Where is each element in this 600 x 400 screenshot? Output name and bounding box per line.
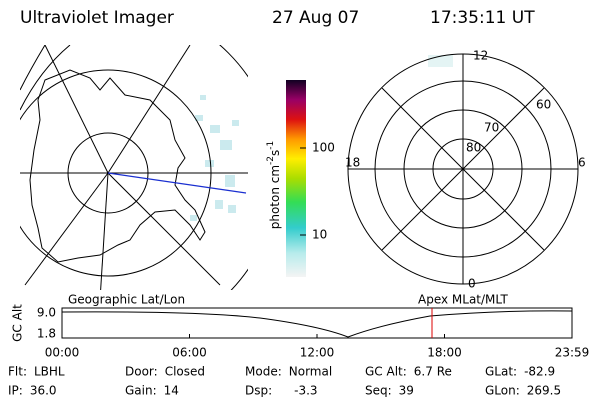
x-tick-label: 06:00 — [172, 346, 207, 360]
mlt-label: 12 — [473, 49, 488, 63]
x-tick-label: 12:00 — [300, 346, 335, 360]
mlt-label: 18 — [345, 156, 360, 170]
info-value: Normal — [289, 365, 332, 379]
polar-grid — [347, 53, 579, 285]
info-value: 36.0 — [30, 384, 57, 398]
y-tick: 1.8 — [37, 327, 56, 341]
info-label: GC Alt: — [365, 365, 407, 379]
time: 17:35:11 UT — [430, 8, 535, 28]
lat-label: 60 — [536, 98, 551, 112]
lat-label: 70 — [484, 121, 499, 135]
info-value: LBHL — [34, 365, 65, 379]
title: Ultraviolet Imager — [20, 8, 174, 28]
y-tick: 9.0 — [37, 306, 56, 320]
info-label: Gain: — [125, 384, 157, 398]
colorbar-tick: 100 — [312, 141, 335, 155]
x-tick-label: 00:00 — [45, 346, 80, 360]
info-label: Mode: — [245, 365, 282, 379]
info-value: 269.5 — [527, 384, 561, 398]
info-value: Closed — [165, 365, 205, 379]
x-tick-label: 18:00 — [427, 346, 462, 360]
altitude-curve — [61, 310, 573, 338]
info-value: 39 — [399, 384, 414, 398]
info-value: 6.7 Re — [414, 365, 452, 379]
mlt-label: 6 — [578, 156, 586, 170]
info-label: GLat: — [485, 365, 517, 379]
info-label: Dsp: — [245, 384, 272, 398]
info-label: GLon: — [485, 384, 520, 398]
info-value: 14 — [164, 384, 179, 398]
date: 27 Aug 07 — [272, 8, 359, 28]
info-label: Seq: — [365, 384, 392, 398]
info-value: -82.9 — [524, 365, 555, 379]
info-label: Door: — [125, 365, 158, 379]
x-tick-label: 23:59 — [555, 346, 590, 360]
timeline-title: Geographic Lat/Lon — [68, 293, 185, 307]
geo-map — [20, 45, 248, 290]
color-bar — [286, 80, 306, 277]
colorbar-label: photon cm-2s-1 — [266, 141, 282, 230]
info-label: IP: — [8, 384, 23, 398]
info-label: Flt: — [8, 365, 27, 379]
colorbar-tick: 10 — [312, 228, 327, 242]
info-value: -3.3 — [294, 384, 317, 398]
mlt-label: 0 — [468, 277, 476, 291]
timeline-title: Apex MLat/MLT — [418, 293, 508, 307]
lat-label: 80 — [466, 141, 481, 155]
y-label: GC Alt — [11, 304, 25, 342]
